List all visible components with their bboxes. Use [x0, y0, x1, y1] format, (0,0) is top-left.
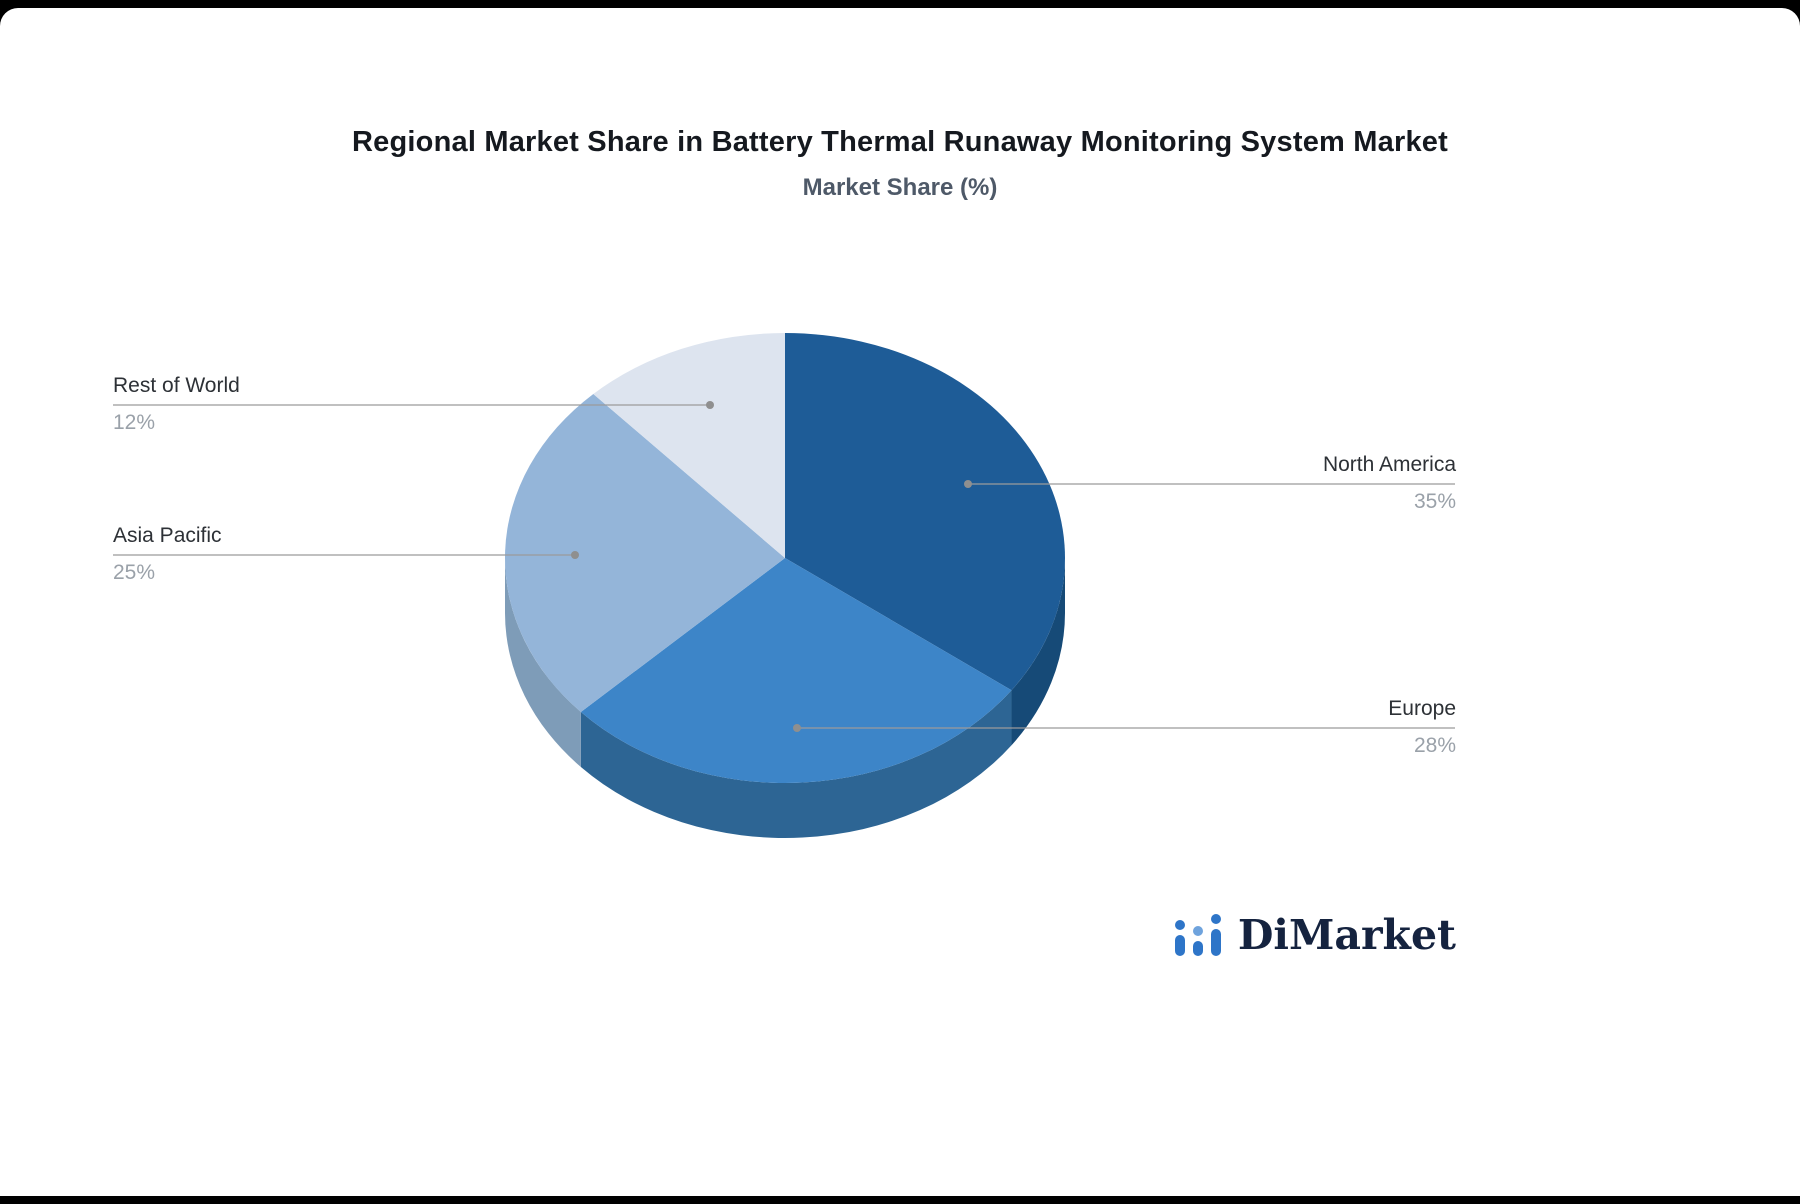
slice-value: 25% [113, 561, 156, 584]
chart-title: Regional Market Share in Battery Thermal… [352, 126, 1448, 158]
brand-name: DiMarket [1237, 911, 1456, 959]
callout-asia-pacific: Asia Pacific 25% [113, 524, 222, 585]
slice-label: Europe [1388, 697, 1456, 720]
slice-label: Asia Pacific [113, 524, 222, 547]
slice-value: 28% [1413, 734, 1456, 757]
slice-value: 12% [113, 411, 156, 434]
pie-chart [113, 333, 1455, 838]
slice-value: 35% [1413, 490, 1456, 513]
chart-page: Regional Market Share in Battery Thermal… [0, 8, 1800, 1196]
slice-label: North America [1322, 453, 1456, 476]
bar-chart-icon [1174, 914, 1221, 956]
slice-label: Rest of World [113, 374, 240, 397]
chart-subtitle: Market Share (%) [802, 174, 998, 201]
callout-north-america: North America 35% [1323, 453, 1456, 514]
brand-logo: DiMarket [1172, 906, 1456, 964]
callout-europe: Europe 28% [1388, 697, 1456, 758]
callout-rest-of-world: Rest of World 12% [113, 374, 240, 435]
